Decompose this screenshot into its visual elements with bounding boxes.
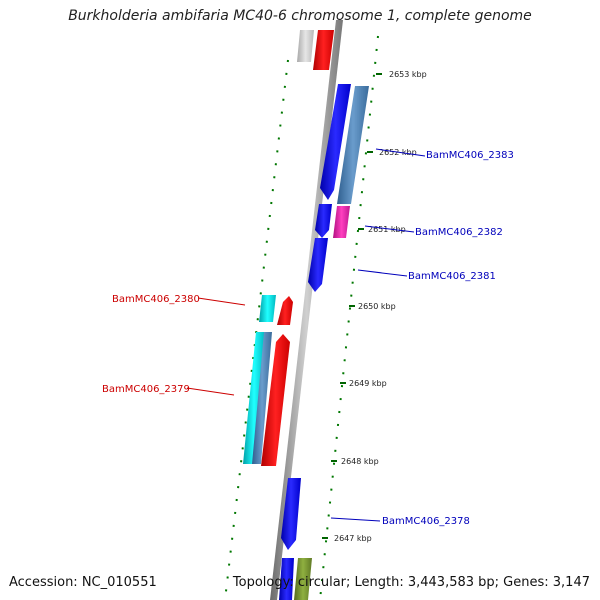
topology-text: Topology: circular; Length: 3,443,583 bp… (232, 575, 590, 590)
gene-arrow-olive-bottom (294, 558, 312, 600)
gene-arrow-steel-2379 (252, 332, 272, 464)
tick-label-2647: 2647 kbp (334, 534, 372, 543)
gc-track-inner (224, 59, 289, 600)
map-title: Burkholderia ambifaria MC40-6 chromosome… (68, 8, 532, 24)
gene-label-2380[interactable]: BamMC406_2380 (112, 294, 200, 305)
gene-arrow-red-2379 (261, 334, 290, 466)
gene-label-2379[interactable]: BamMC406_2379 (102, 384, 190, 395)
gene-arrow-blue-2383 (320, 84, 351, 200)
tick-label-2650: 2650 kbp (358, 302, 396, 311)
accession-text: Accession: NC_010551 (9, 575, 157, 590)
gene-arrow-red-top (313, 30, 334, 70)
gene-arrow-cyan-2379 (243, 332, 265, 464)
tick-label-2653: 2653 kbp (389, 70, 427, 79)
gene-arrow-steelblue-2383 (337, 86, 369, 204)
gene-arrow-red-2380 (277, 296, 293, 325)
gene-label-2383[interactable]: BamMC406_2383 (426, 150, 514, 161)
tick-label-2649: 2649 kbp (349, 379, 387, 388)
gene-arrow-cyan-2380 (259, 295, 276, 322)
gene-label-2382[interactable]: BamMC406_2382 (415, 227, 503, 238)
tick-label-2648: 2648 kbp (341, 457, 379, 466)
gene-arrow-blue-2382 (315, 204, 332, 238)
gene-arrow-blue-2378 (281, 478, 301, 550)
label-connectors (186, 148, 426, 522)
scale-ticks (322, 73, 382, 539)
gene-arrow-grey (297, 30, 314, 62)
gene-label-2381[interactable]: BamMC406_2381 (408, 271, 496, 282)
gene-arrow-blue-bottom (279, 558, 294, 600)
gene-label-2378[interactable]: BamMC406_2378 (382, 516, 470, 527)
tick-label-2651: 2651 kbp (368, 225, 406, 234)
gene-arrow-blue-2381 (308, 238, 328, 292)
gene-arrow-magenta-2382 (333, 206, 350, 238)
